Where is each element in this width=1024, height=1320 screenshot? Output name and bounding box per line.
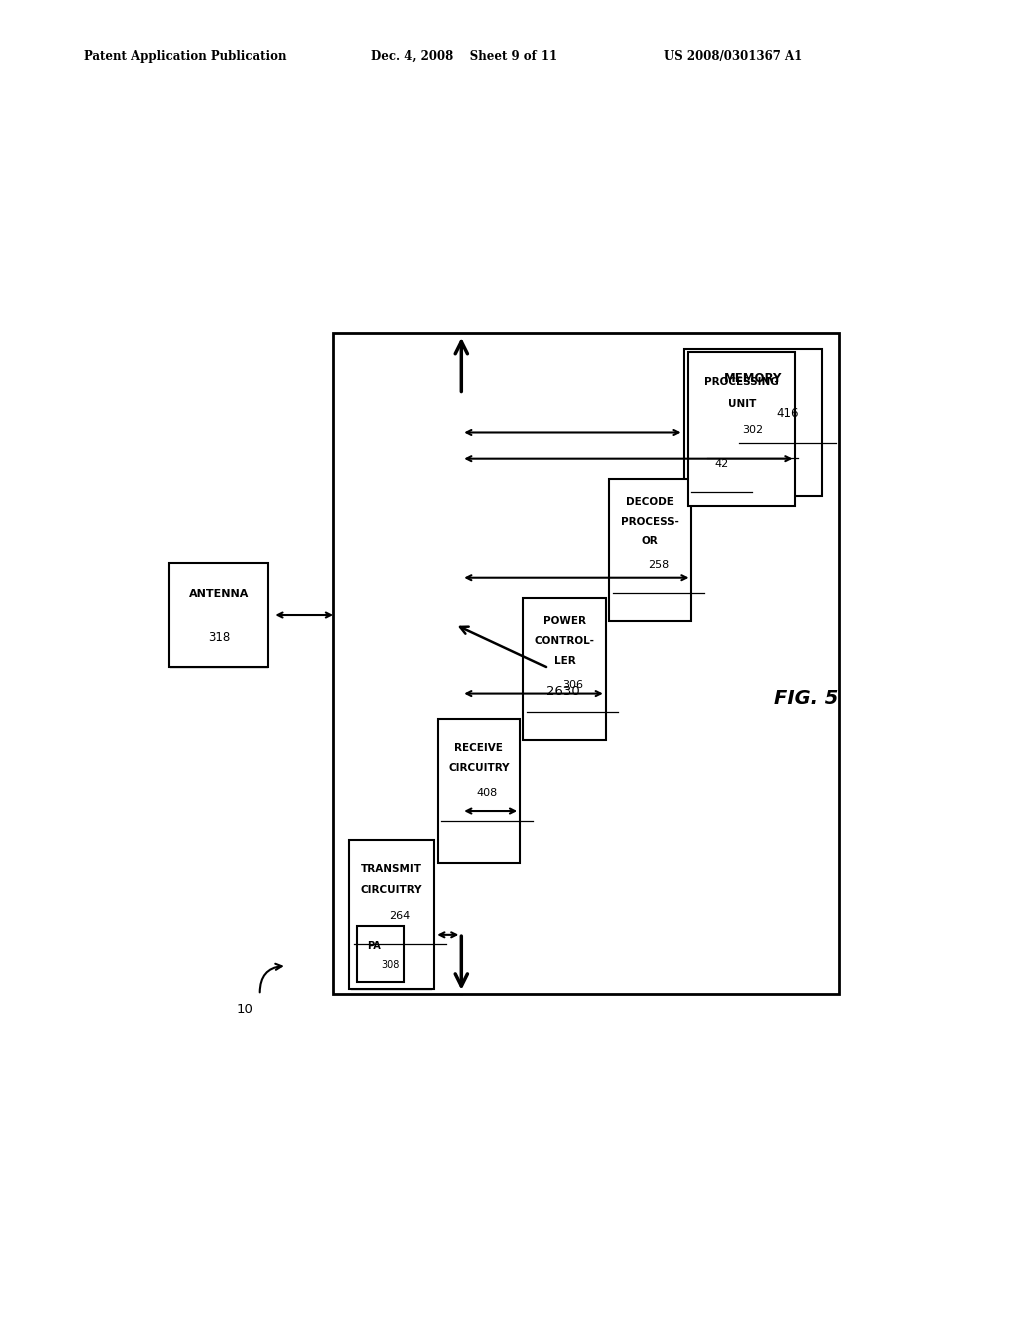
Text: 258: 258 [648, 561, 669, 570]
Text: 306: 306 [562, 680, 584, 689]
Text: 2630: 2630 [546, 685, 580, 698]
Text: FIG. 5: FIG. 5 [774, 689, 839, 708]
Text: 318: 318 [208, 631, 230, 644]
Text: US 2008/0301367 A1: US 2008/0301367 A1 [664, 50, 802, 63]
Bar [699, 438, 757, 492]
Text: 264: 264 [389, 911, 411, 920]
Bar [437, 719, 520, 863]
Bar [684, 350, 822, 496]
Text: 308: 308 [382, 960, 400, 970]
Text: TRANSMIT: TRANSMIT [361, 865, 422, 874]
Text: CIRCUITRY: CIRCUITRY [449, 763, 510, 774]
Text: RECEIVE: RECEIVE [455, 743, 503, 752]
Bar [688, 351, 796, 507]
Text: OR: OR [642, 536, 658, 546]
Text: POWER: POWER [543, 616, 586, 626]
Text: 416: 416 [776, 408, 799, 420]
Bar [169, 564, 268, 667]
Text: PROCESSING: PROCESSING [705, 378, 779, 388]
Bar [333, 333, 839, 994]
Bar [609, 479, 691, 620]
Text: CIRCUITRY: CIRCUITRY [360, 886, 422, 895]
Text: 302: 302 [742, 425, 763, 436]
Text: Patent Application Publication: Patent Application Publication [84, 50, 287, 63]
Text: 42: 42 [714, 459, 728, 469]
Text: MEMORY: MEMORY [724, 372, 782, 385]
Text: 10: 10 [237, 1003, 254, 1016]
Text: PA: PA [367, 941, 381, 950]
Text: ANTENNA: ANTENNA [188, 590, 249, 599]
Text: LER: LER [554, 656, 575, 665]
Text: PROCESS-: PROCESS- [622, 516, 679, 527]
Text: UNIT: UNIT [728, 399, 756, 409]
Text: DECODE: DECODE [627, 496, 674, 507]
Text: CONTROL-: CONTROL- [535, 636, 595, 645]
Bar [348, 840, 434, 989]
Bar [356, 927, 404, 982]
Text: 408: 408 [476, 788, 498, 797]
Text: Dec. 4, 2008    Sheet 9 of 11: Dec. 4, 2008 Sheet 9 of 11 [371, 50, 557, 63]
Bar [523, 598, 606, 739]
